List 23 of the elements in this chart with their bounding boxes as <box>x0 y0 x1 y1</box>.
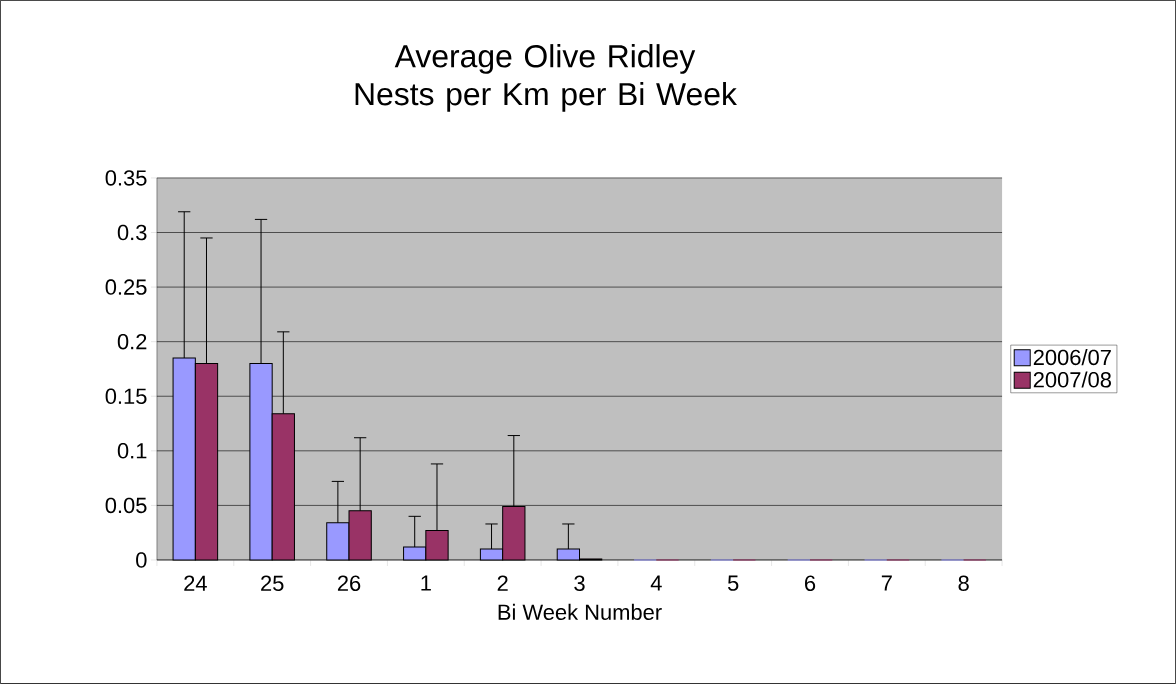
x-tick-label: 1 <box>421 575 431 591</box>
legend-label: 2007/08 <box>1033 371 1111 388</box>
y-tick-label: 0.3 <box>117 224 147 241</box>
x-tick-label: 7 <box>881 575 892 591</box>
y-tick-label: 0.05 <box>105 497 147 514</box>
x-tick-label: 2 <box>497 575 508 591</box>
x-tick-label: 6 <box>805 575 816 592</box>
legend-label: 2006/07 <box>1033 349 1111 366</box>
y-tick-label: 0.35 <box>105 170 147 186</box>
x-tick-label: 4 <box>650 575 662 591</box>
chart-title: Average Olive Ridley Nests per Km per Bi Week <box>355 44 737 112</box>
x-tick-label: 25 <box>261 575 284 592</box>
x-tick-label: 24 <box>184 575 207 591</box>
y-tick-label: 0 <box>136 552 147 568</box>
x-tick-label: 26 <box>337 575 361 592</box>
y-tick-label: 0.1 <box>117 443 147 459</box>
x-tick-label: 3 <box>574 575 585 592</box>
y-tick-label: 0.15 <box>105 388 147 405</box>
y-tick-label: 0.2 <box>117 333 147 350</box>
y-tick-label: 0.25 <box>105 279 147 295</box>
x-axis-title: Bi Week Number <box>498 603 662 621</box>
x-tick-label: 5 <box>727 575 739 591</box>
x-tick-label: 8 <box>958 575 969 592</box>
